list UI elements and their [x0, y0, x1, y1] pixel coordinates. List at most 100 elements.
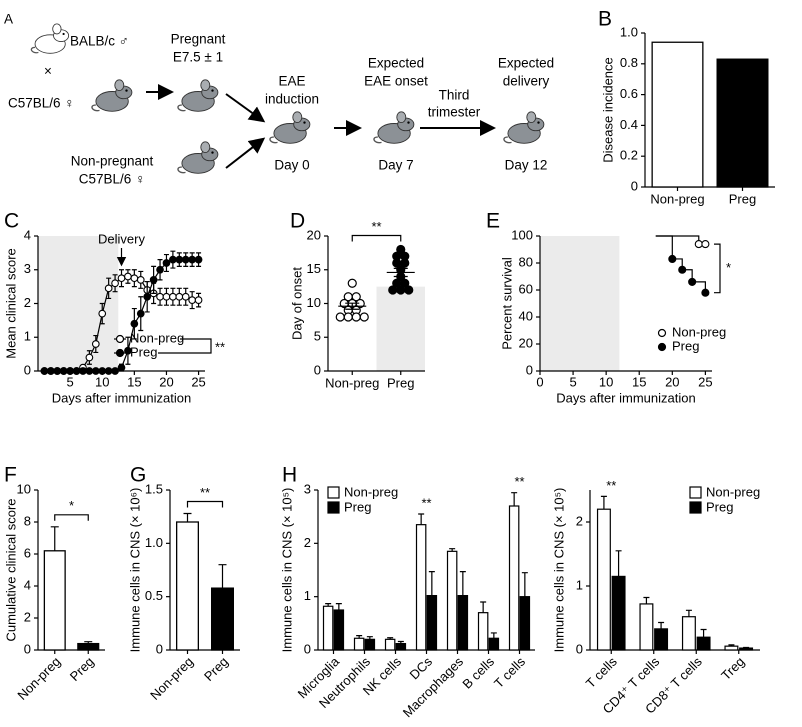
y-axis-label: Immune cells in CNS (× 10⁵)	[551, 488, 566, 653]
data-point	[98, 309, 107, 318]
x-tick-label: B cells	[459, 654, 497, 692]
mouse-icon	[177, 141, 219, 174]
bar	[681, 616, 696, 651]
y-tick-label: 2	[24, 609, 31, 624]
y-tick-label: 0	[631, 178, 638, 193]
bar	[596, 508, 611, 651]
y-axis-label: Mean clinical score	[3, 248, 18, 359]
x-tick-label: Preg	[201, 654, 231, 684]
y-tick-label: 0	[156, 641, 163, 656]
error-bar	[643, 596, 650, 604]
data-point	[130, 274, 139, 283]
data-point	[79, 367, 87, 375]
bar	[716, 58, 769, 188]
error-bar	[345, 302, 360, 310]
y-tick-label: 6	[24, 545, 31, 560]
y-tick-label: 10	[17, 481, 31, 496]
x-tick-label: 25	[191, 374, 205, 389]
x-tick-label: 0	[536, 374, 543, 389]
panel-label: H	[282, 464, 297, 487]
x-tick-label: 15	[632, 374, 646, 389]
y-axis-label: Day of onset	[289, 267, 304, 340]
y-tick-label: 1.5	[145, 481, 163, 496]
bar	[446, 550, 458, 651]
y-tick-label: 0	[576, 641, 583, 656]
error-bar	[449, 548, 456, 552]
y-tick-label: 80	[519, 254, 533, 269]
y-tick-label: 0.8	[620, 55, 638, 70]
error-bar	[325, 603, 332, 607]
data-point	[104, 367, 113, 375]
strain-label: C57BL/6 ♀	[8, 96, 74, 111]
legend-label: Non-preg	[344, 484, 398, 499]
step-label: Pregnant	[171, 32, 226, 47]
step-label: Expected	[368, 56, 424, 71]
y-tick-label: 20	[519, 335, 533, 350]
x-tick-label: Treg	[718, 654, 747, 683]
significance-bracket	[714, 243, 721, 294]
y-axis-label: Disease incidence	[600, 57, 615, 163]
legend-marker	[115, 348, 125, 358]
y-tick-label: 3	[24, 261, 31, 276]
x-tick-label: 10	[599, 374, 613, 389]
significance-label: *	[69, 498, 74, 513]
legend-swatch	[689, 486, 702, 499]
y-tick-label: 0	[24, 641, 31, 656]
bar	[639, 603, 654, 651]
significance-label: **	[421, 495, 431, 510]
data-point	[104, 284, 113, 293]
error-bar	[84, 641, 93, 644]
cross-sign: ×	[44, 64, 52, 79]
x-tick-label: T cells	[491, 654, 528, 691]
y-tick-label: 0.5	[145, 588, 163, 603]
significance-bracket	[351, 234, 402, 242]
data-point	[40, 367, 49, 375]
data-point	[143, 292, 152, 301]
y-tick-label: 60	[519, 281, 533, 296]
bar	[739, 647, 754, 651]
y-tick-label: 2	[24, 295, 31, 310]
y-tick-label: 8	[24, 513, 31, 528]
significance-bracket	[186, 500, 224, 508]
mouse-icon	[269, 111, 311, 144]
step-label: C57BL/6 ♀	[79, 172, 145, 187]
bar	[77, 642, 100, 651]
legend-label: Preg	[130, 344, 157, 359]
data-point	[175, 255, 184, 264]
error-bar	[511, 492, 518, 506]
y-tick-label: 0.4	[620, 117, 638, 132]
data-point	[396, 285, 406, 295]
y-tick-label: 4	[24, 227, 31, 242]
significance-label: **	[514, 474, 524, 489]
bar	[364, 638, 376, 651]
error-bar	[728, 644, 735, 647]
error-bar	[50, 526, 59, 551]
error-bar	[459, 571, 466, 596]
data-point	[72, 367, 81, 375]
shaded-region	[376, 286, 425, 371]
bar	[651, 41, 704, 188]
data-point	[351, 292, 361, 302]
x-tick-label: Preg	[387, 375, 414, 390]
x-axis-label: Days after immunization	[556, 390, 695, 405]
data-point	[117, 363, 126, 372]
step-label: Day 7	[378, 158, 413, 173]
data-point	[701, 288, 710, 297]
x-tick-label: Non-preg	[650, 191, 704, 206]
error-bar	[418, 513, 425, 525]
bar	[384, 638, 396, 651]
data-point	[98, 367, 107, 375]
y-tick-label: 1.0	[620, 24, 638, 39]
data-point	[53, 367, 62, 375]
significance-label: **	[371, 219, 381, 234]
data-point	[136, 309, 145, 318]
data-point	[156, 292, 164, 301]
mouse-icon	[373, 111, 415, 144]
bar	[415, 524, 427, 651]
y-tick-label: 10	[307, 295, 321, 310]
data-point	[91, 367, 100, 375]
y-tick-label: 1	[304, 588, 311, 603]
step-label: EAE onset	[364, 74, 428, 89]
y-tick-label: 0	[24, 362, 31, 377]
